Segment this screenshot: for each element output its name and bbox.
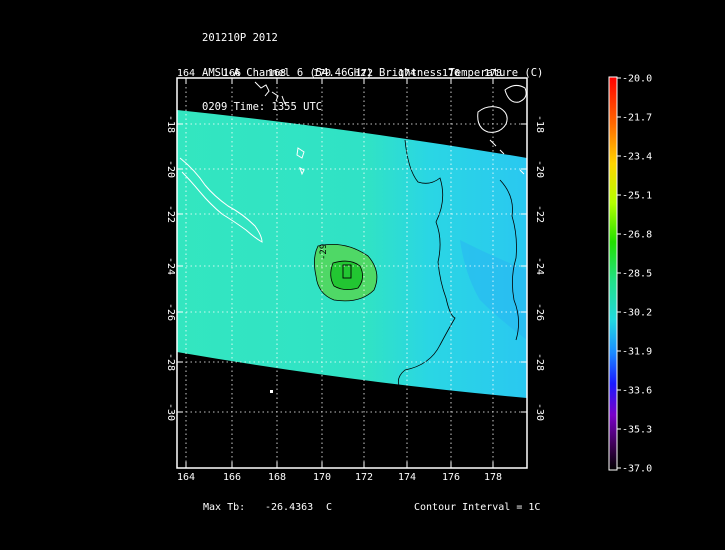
- lon-tick-label-top: 174: [398, 68, 416, 79]
- lat-tick-label-right: -28: [534, 353, 545, 371]
- contour-line: [397, 139, 456, 389]
- contour-line-2: [499, 179, 519, 341]
- lon-tick-label-bottom: 168: [268, 472, 286, 483]
- coastline-vanuatu: [254, 81, 286, 105]
- lon-tick-label-top: 166: [223, 68, 241, 79]
- colorbar-label: -23.4: [622, 152, 652, 163]
- cool-region: [460, 240, 527, 340]
- lon-tick-label-bottom: 166: [223, 472, 241, 483]
- colorbar-label: -25.1: [622, 191, 652, 202]
- max-tb-value: -26.4363: [265, 502, 314, 513]
- lon-tick-label-bottom: 174: [398, 472, 416, 483]
- lat-tick-label-right: -24: [534, 257, 545, 275]
- time-title: 0209 Time: 1355 UTC: [202, 101, 323, 113]
- lon-tick-label-bottom: 172: [355, 472, 373, 483]
- colorbar-label: -31.9: [622, 347, 652, 358]
- lat-tick-label-right: -18: [534, 115, 545, 133]
- colorbar-label: -28.5: [622, 269, 652, 280]
- lon-tick-label-bottom: 178: [484, 472, 502, 483]
- max-tb-unit: C: [326, 502, 333, 513]
- lat-tick-label-right: -20: [534, 160, 545, 178]
- lat-tick-label-left: -20: [165, 160, 176, 178]
- lat-tick-label-left: -24: [165, 257, 176, 275]
- graticule: [177, 78, 527, 468]
- colorbar-label: -35.3: [622, 425, 652, 436]
- colorbar-label: -37.0: [622, 464, 652, 475]
- lat-tick-label-left: -30: [165, 403, 176, 421]
- core-max: [342, 264, 352, 279]
- colorbar-label: -30.2: [622, 308, 652, 319]
- colorbar-label: -21.7: [622, 113, 652, 124]
- lat-tick-label-left: -18: [165, 115, 176, 133]
- lon-tick-label-bottom: 164: [177, 472, 195, 483]
- coastline-loyalty-islands: [296, 147, 305, 176]
- coastline-new-caledonia: [179, 157, 263, 243]
- lon-tick-label-top: 176: [442, 68, 460, 79]
- warm-core: [330, 260, 363, 290]
- swath-layer: [177, 81, 527, 398]
- map-ticks: 164 164 166 166 168 168 170 170 172 172 174 174 176 1…: [165, 68, 545, 483]
- storm-title: 201210P 2012: [202, 32, 278, 44]
- lon-tick-label-top: 164: [177, 68, 195, 79]
- lat-tick-label-left: -28: [165, 353, 176, 371]
- colorbar-label: -26.8: [622, 230, 652, 241]
- lat-tick-label-right: -30: [534, 403, 545, 421]
- lon-tick-label-bottom: 170: [313, 472, 331, 483]
- lat-tick-label-left: -22: [165, 205, 176, 223]
- channel-title: AMSU-A Channel 6 (54.46GHz) Brightness T…: [202, 66, 544, 79]
- contour-value-label: -29: [319, 244, 329, 260]
- colorbar-label: -20.0: [622, 74, 652, 85]
- contour-interval: Contour Interval = 1C: [414, 502, 541, 513]
- colorbar-label: -33.6: [622, 386, 652, 397]
- lon-tick-label-top: 178: [484, 68, 502, 79]
- lat-tick-label-right: -22: [534, 205, 545, 223]
- lon-tick-label-top: 170: [313, 68, 331, 79]
- map-frame: [176, 77, 528, 469]
- lat-tick-label-left: -26: [165, 303, 176, 321]
- coastline-islet: [270, 390, 273, 393]
- max-tb-label: Max Tb:: [203, 502, 246, 513]
- lon-tick-label-top: 168: [268, 68, 286, 79]
- colorbar-labels: -20.0 -21.7 -23.4 -25.1 -26.8 -28.5 -30.2 -31.9…: [617, 74, 652, 475]
- lon-tick-label-top: 172: [355, 68, 373, 79]
- lon-tick-label-bottom: 176: [442, 472, 460, 483]
- lat-tick-label-right: -26: [534, 303, 545, 321]
- colorbar: [608, 76, 618, 471]
